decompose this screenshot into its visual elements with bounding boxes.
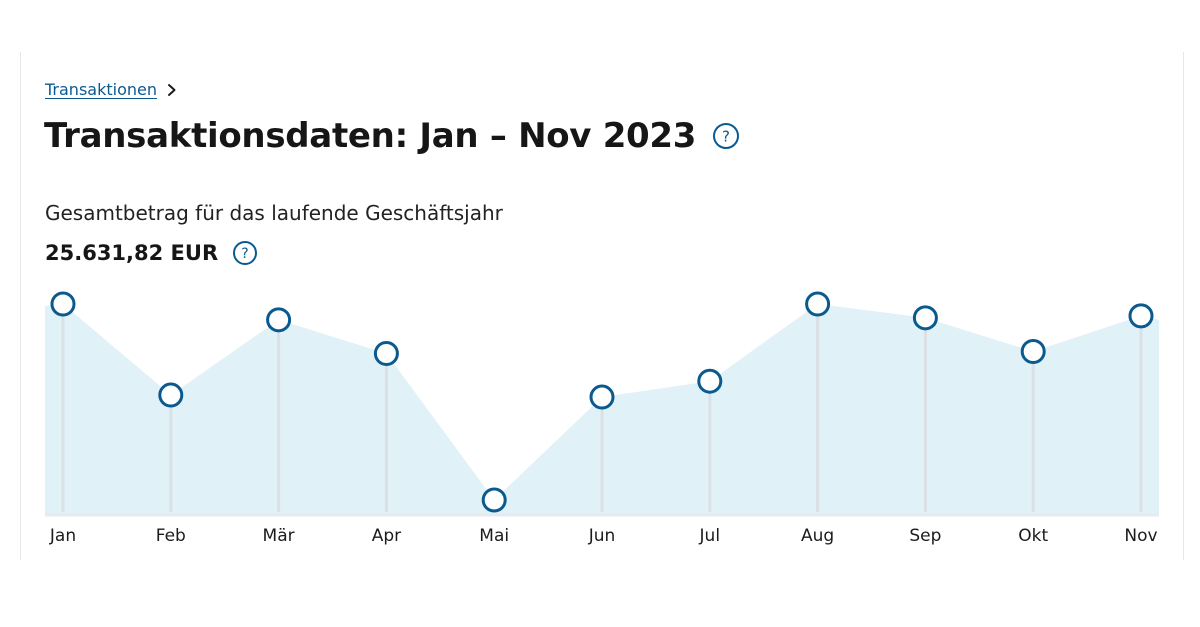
- x-tick-label: Sep: [909, 526, 941, 546]
- chart-point-feb: [158, 382, 184, 408]
- x-tick-label: Jan: [49, 526, 76, 546]
- x-tick-label: Apr: [372, 526, 401, 546]
- total-amount: 25.631,82 EUR: [45, 241, 219, 265]
- chart-point-apr: [373, 340, 399, 366]
- chart-point-jan: [50, 291, 76, 317]
- svg-text:?: ?: [722, 128, 730, 146]
- chart-point-okt: [1020, 339, 1046, 364]
- question-circle-icon[interactable]: ?: [232, 240, 258, 266]
- chart-point-mai: [481, 487, 507, 513]
- transactions-chart: Jan Feb Mär Apr Mai Jun Jul Aug Sep Okt Nov: [45, 291, 1159, 546]
- total-row: 25.631,82 EUR ?: [45, 240, 258, 266]
- x-tick-label: Jul: [699, 526, 721, 546]
- total-label: Gesamtbetrag für das laufende Geschäftsj…: [45, 201, 503, 225]
- chart-point-sep: [912, 305, 938, 331]
- x-tick-label: Nov: [1124, 526, 1157, 546]
- chart-point-jun: [589, 384, 615, 410]
- breadcrumb: Transaktionen: [45, 80, 178, 99]
- svg-text:?: ?: [241, 246, 248, 262]
- x-tick-label: Jun: [588, 526, 616, 546]
- chart-point-aug: [805, 291, 831, 317]
- x-tick-label: Mai: [479, 526, 509, 546]
- breadcrumb-link-transaktionen[interactable]: Transaktionen: [45, 80, 157, 99]
- x-tick-label: Mär: [263, 526, 295, 546]
- title-row: Transaktionsdaten: Jan – Nov 2023 ?: [44, 116, 740, 156]
- page-title: Transaktionsdaten: Jan – Nov 2023: [44, 116, 697, 156]
- question-circle-icon[interactable]: ?: [712, 122, 740, 150]
- chart-point-jul: [697, 368, 723, 394]
- chevron-right-icon: [167, 83, 176, 96]
- chart-point-nov: [1128, 303, 1154, 329]
- x-tick-label: Aug: [801, 526, 834, 546]
- chart-point-mär: [266, 307, 292, 333]
- x-tick-label: Okt: [1018, 526, 1048, 546]
- transactions-card: Transaktionen Transaktionsdaten: Jan – N…: [20, 52, 1184, 560]
- x-tick-label: Feb: [156, 526, 186, 546]
